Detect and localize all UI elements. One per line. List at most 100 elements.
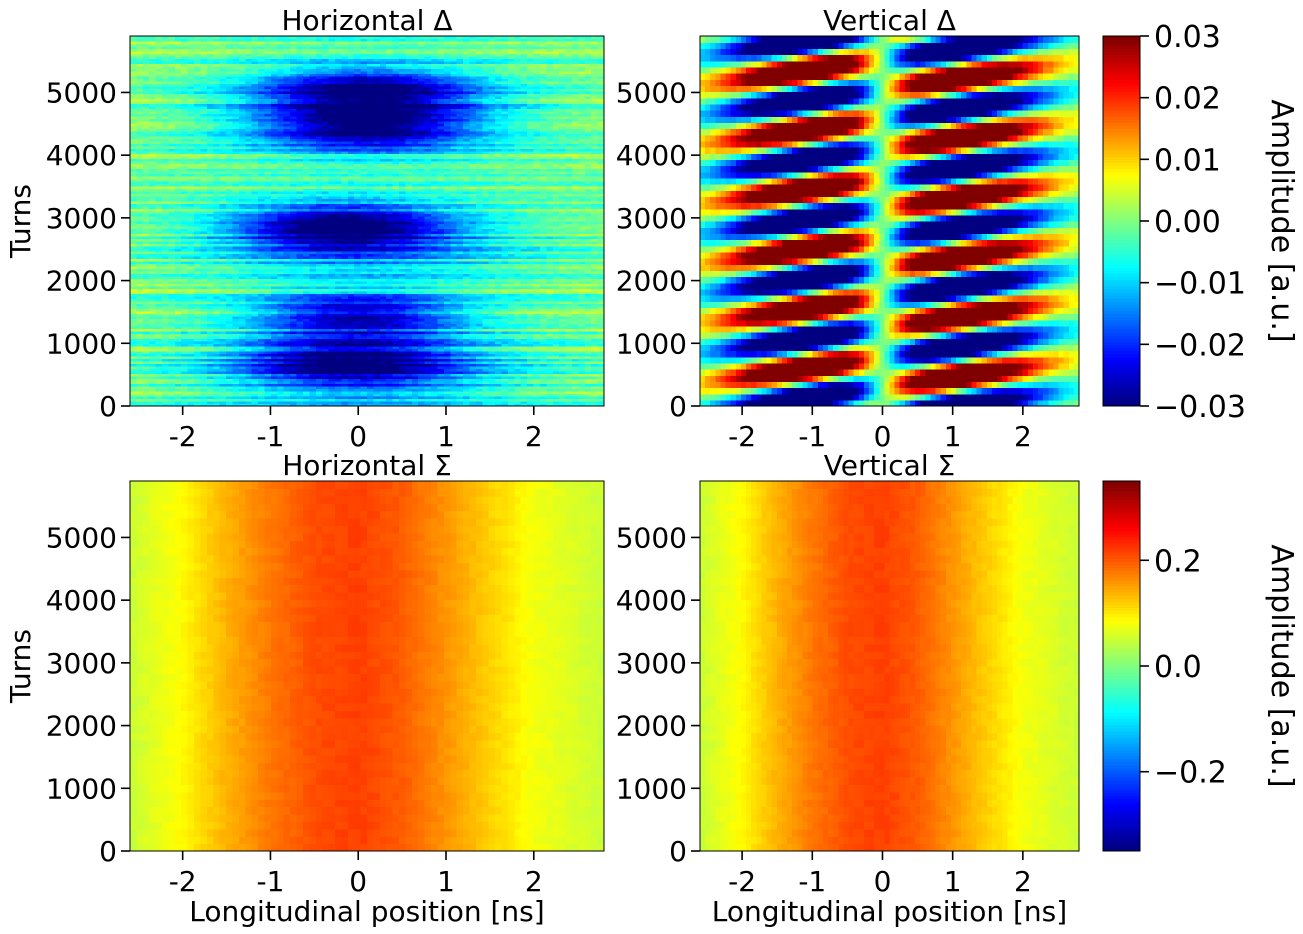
heatmap-cell [559, 351, 567, 355]
heatmap-cell [424, 276, 432, 280]
heatmap-cell [258, 291, 266, 295]
heatmap-cell [411, 373, 419, 377]
heatmap-cell [469, 353, 477, 357]
heatmap-cell [302, 363, 310, 367]
heatmap-cell [533, 313, 541, 317]
heatmap-cell [552, 346, 560, 350]
heatmap-cell [597, 366, 605, 370]
heatmap-cell [495, 321, 503, 325]
heatmap-cell [194, 298, 202, 302]
heatmap-cell [520, 386, 528, 390]
heatmap-cell [552, 336, 560, 340]
heatmap-cell [334, 353, 342, 357]
heatmap-cell [488, 288, 496, 292]
heatmap-cell [565, 298, 573, 302]
heatmap-cell [424, 341, 432, 345]
heatmap-cell [520, 341, 528, 345]
heatmap-cell [258, 253, 266, 257]
heatmap-cell [219, 283, 227, 287]
heatmap-cell [456, 393, 464, 397]
heatmap-cell [386, 316, 394, 320]
heatmap-cell [245, 276, 253, 280]
heatmap-cell [411, 393, 419, 397]
heatmap-cell [533, 353, 541, 357]
heatmap-cell [488, 393, 496, 397]
heatmap-cell [527, 338, 535, 342]
heatmap-cell [360, 313, 368, 317]
heatmap-cell [251, 276, 259, 280]
heatmap-cell [245, 326, 253, 330]
heatmap-cell [392, 333, 400, 337]
heatmap-cell [226, 256, 234, 260]
heatmap-cell [130, 273, 138, 277]
heatmap-cell [130, 281, 138, 285]
heatmap-cell [200, 316, 208, 320]
heatmap-cell [482, 336, 490, 340]
heatmap-cell [206, 306, 214, 310]
heatmap-cell [386, 333, 394, 337]
heatmap-cell [334, 313, 342, 317]
heatmap-cell [450, 288, 458, 292]
heatmap-cell [168, 308, 176, 312]
heatmap-cell [507, 378, 515, 382]
heatmap-cell [443, 373, 451, 377]
heatmap-cell [200, 351, 208, 355]
heatmap-cell [533, 346, 541, 350]
heatmap-cell [232, 336, 240, 340]
heatmap-cell [258, 358, 266, 362]
heatmap-cell [226, 336, 234, 340]
heatmap-cell [411, 276, 419, 280]
heatmap-cell [584, 361, 592, 365]
heatmap-cell [411, 348, 419, 352]
heatmap-cell [552, 403, 560, 407]
heatmap-cell [136, 303, 144, 307]
heatmap-cell [264, 291, 272, 295]
heatmap-cell [270, 343, 278, 347]
heatmap-cell [309, 273, 317, 277]
heatmap-cell [386, 301, 394, 305]
heatmap-cell [392, 366, 400, 370]
heatmap-cell [507, 353, 515, 357]
heatmap-cell [360, 358, 368, 362]
heatmap-cell [379, 391, 387, 395]
heatmap-cell [501, 393, 509, 397]
heatmap-cell [533, 363, 541, 367]
heatmap-cell [334, 383, 342, 387]
heatmap-cell [258, 371, 266, 375]
heatmap-cell [302, 281, 310, 285]
heatmap-cell [469, 356, 477, 360]
heatmap-cell [373, 293, 381, 297]
heatmap-cell [200, 296, 208, 300]
heatmap-cell [546, 391, 554, 395]
heatmap-cell [431, 303, 439, 307]
heatmap-cell [411, 278, 419, 282]
heatmap-cell [258, 271, 266, 275]
heatmap-cell [226, 393, 234, 397]
heatmap-cell [270, 358, 278, 362]
heatmap-cell [520, 306, 528, 310]
heatmap-cell [232, 296, 240, 300]
heatmap-cell [360, 318, 368, 322]
heatmap-cell [290, 341, 298, 345]
heatmap-cell [174, 286, 182, 290]
heatmap-cell [379, 388, 387, 392]
heatmap-cell [206, 298, 214, 302]
heatmap-cell [142, 258, 150, 262]
heatmap-cell [322, 303, 330, 307]
heatmap-cell [334, 271, 342, 275]
heatmap-cell [341, 318, 349, 322]
heatmap-cell [206, 313, 214, 317]
heatmap-cell [578, 388, 586, 392]
heatmap-cell [399, 331, 407, 335]
heatmap-cell [437, 286, 445, 290]
heatmap-cell [322, 306, 330, 310]
heatmap-cell [514, 353, 522, 357]
heatmap-cell [219, 373, 227, 377]
heatmap-cell [162, 253, 170, 257]
heatmap-cell [367, 336, 375, 340]
heatmap-cell [482, 401, 490, 405]
heatmap-cell [283, 376, 291, 380]
heatmap-cell [194, 303, 202, 307]
heatmap-cell [399, 398, 407, 402]
heatmap-cell [181, 391, 189, 395]
